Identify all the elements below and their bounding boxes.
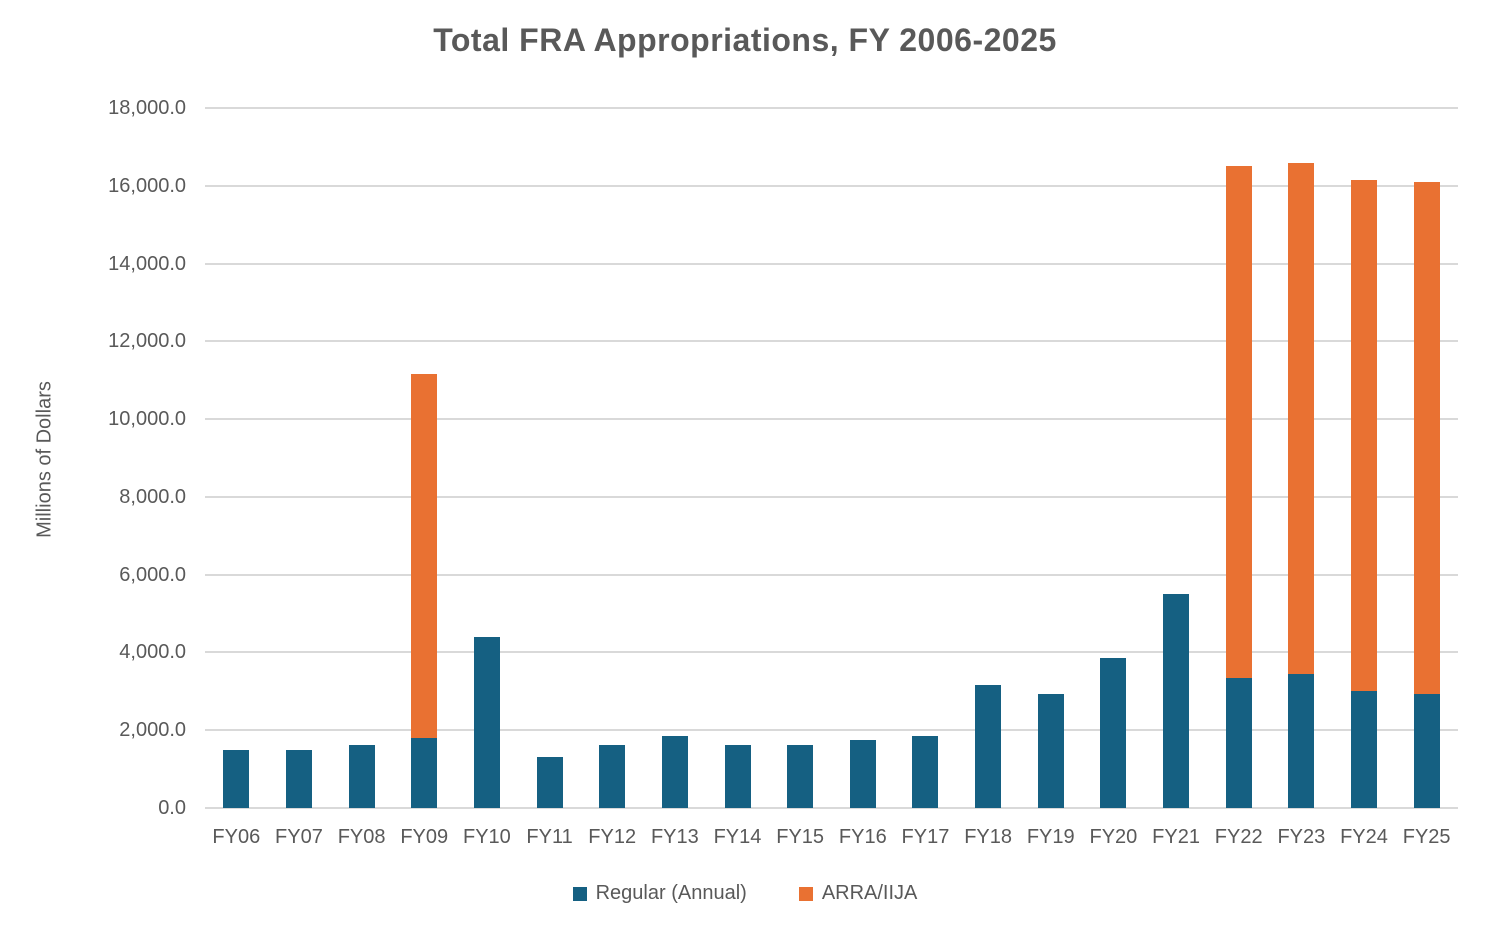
- bar-fy15-regular: [787, 744, 814, 808]
- bar-fy25-regular: [1413, 694, 1440, 808]
- legend-swatch-icon: [798, 886, 813, 901]
- x-tick-label-fy22: FY22: [1214, 826, 1263, 848]
- x-tick-label-fy17: FY17: [901, 826, 950, 848]
- gridline: [205, 807, 1458, 809]
- x-tick-label-fy08: FY08: [337, 826, 386, 848]
- bar-fy08-regular: [348, 745, 375, 808]
- gridline: [205, 107, 1458, 109]
- bar-fy23-regular: [1288, 673, 1315, 808]
- gridline: [205, 340, 1458, 343]
- bar-fy24-arra-iija: [1351, 179, 1378, 692]
- bar-fy24-regular: [1351, 691, 1378, 808]
- y-tick-label: 8,000.0: [119, 485, 186, 508]
- y-tick-label: 6,000.0: [119, 563, 186, 586]
- bar-fy17-regular: [912, 736, 939, 808]
- legend-item-regular: Regular (Annual): [572, 882, 747, 905]
- bar-fy23-arra-iija: [1288, 163, 1315, 674]
- bar-fy09-regular: [411, 738, 438, 808]
- gridline: [205, 262, 1458, 265]
- gridline: [205, 729, 1458, 732]
- x-tick-label-fy12: FY12: [588, 826, 637, 848]
- bar-fy14-regular: [724, 744, 751, 808]
- bar-fy19-regular: [1037, 693, 1064, 808]
- bar-fy09-arra-iija: [411, 373, 438, 738]
- y-tick-label: 10,000.0: [108, 408, 186, 431]
- x-tick-label-fy20: FY20: [1089, 826, 1138, 848]
- x-tick-label-fy13: FY13: [650, 826, 699, 848]
- bar-fy06-regular: [223, 750, 250, 808]
- gridline: [205, 495, 1458, 498]
- gridline: [205, 184, 1458, 187]
- y-tick-label: 14,000.0: [108, 252, 186, 275]
- bar-fy11-regular: [536, 757, 563, 808]
- x-tick-label-fy24: FY24: [1340, 826, 1388, 848]
- y-tick-label: 4,000.0: [119, 641, 186, 664]
- x-tick-label-fy10: FY10: [463, 826, 511, 848]
- gridline: [205, 573, 1458, 576]
- legend-label: ARRA/IIJA: [821, 882, 918, 904]
- x-tick-label-fy23: FY23: [1277, 826, 1326, 848]
- bar-fy13-regular: [661, 736, 688, 808]
- x-tick-label-fy21: FY21: [1152, 826, 1200, 848]
- x-tick-label-fy11: FY11: [526, 826, 573, 848]
- bar-fy07-regular: [285, 750, 312, 808]
- x-tick-label-fy19: FY19: [1026, 826, 1075, 848]
- gridline: [205, 418, 1458, 421]
- x-tick-label-fy07: FY07: [275, 826, 323, 848]
- bar-fy20-regular: [1100, 658, 1127, 808]
- x-tick-label-fy18: FY18: [964, 826, 1013, 848]
- legend: Regular (Annual) ARRA/IIJA: [0, 882, 1490, 905]
- x-tick-label-fy25: FY25: [1402, 826, 1451, 848]
- x-tick-label-fy15: FY15: [776, 826, 825, 848]
- chart-title: Total FRA Appropriations, FY 2006-2025: [433, 22, 1057, 58]
- bar-fy10-regular: [473, 637, 500, 808]
- bar-fy18-regular: [975, 684, 1002, 808]
- bar-fy16-regular: [849, 740, 876, 808]
- y-tick-label: 18,000.0: [108, 97, 186, 119]
- y-tick-label: 12,000.0: [108, 330, 186, 353]
- gridline: [205, 651, 1458, 654]
- y-tick-label: 2,000.0: [119, 719, 186, 742]
- bar-fy21-regular: [1163, 594, 1190, 808]
- y-tick-label: 0.0: [158, 797, 186, 819]
- plot-area: [205, 107, 1458, 809]
- y-tick-label: 16,000.0: [108, 174, 186, 197]
- legend-label: Regular (Annual): [595, 882, 747, 904]
- legend-swatch-icon: [572, 886, 587, 901]
- x-tick-label-fy14: FY14: [713, 826, 762, 848]
- x-tick-label-fy06: FY06: [212, 826, 261, 848]
- x-tick-label-fy09: FY09: [400, 826, 449, 848]
- bar-fy22-arra-iija: [1225, 165, 1252, 679]
- bar-fy12-regular: [599, 744, 626, 808]
- legend-item-arra-iija: ARRA/IIJA: [798, 882, 918, 905]
- bar-fy25-arra-iija: [1413, 181, 1440, 695]
- bar-fy22-regular: [1225, 678, 1252, 808]
- x-tick-label-fy16: FY16: [838, 826, 887, 848]
